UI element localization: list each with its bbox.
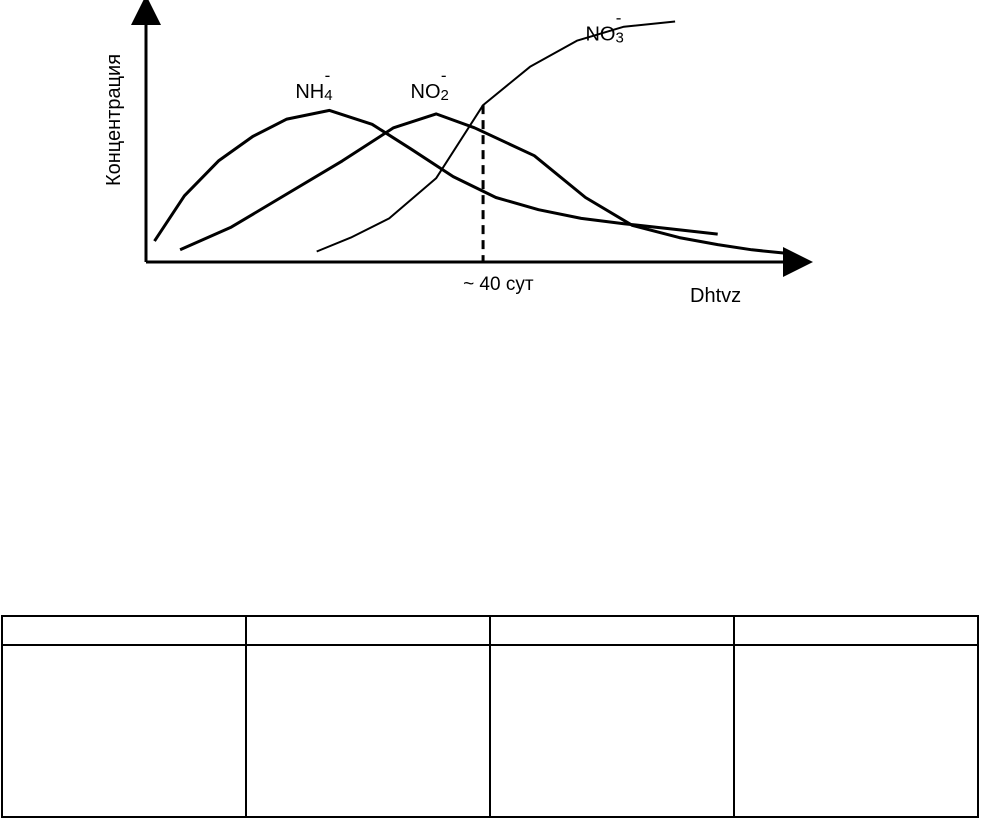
series-label-base: NO xyxy=(585,24,615,46)
series-label-no3: NO3- xyxy=(585,9,623,47)
series-label-text: NO3 xyxy=(585,24,623,47)
series-label-sup: - xyxy=(441,66,447,85)
series-label-sub: 3 xyxy=(615,30,623,47)
series-label-sub: 2 xyxy=(441,87,449,104)
x-axis-label: Dhtvz xyxy=(690,285,741,307)
y-axis-label: Концентрация xyxy=(103,54,125,186)
series-line-no2 xyxy=(179,112,787,255)
table-cell xyxy=(1,644,247,818)
table-cell xyxy=(489,644,735,818)
series-label-nh4: NH4- xyxy=(295,66,332,104)
series-label-base: NO xyxy=(411,81,441,103)
table-header-row xyxy=(1,615,979,646)
empty-table xyxy=(1,615,979,818)
table-cell xyxy=(1,615,247,646)
series-label-base: NH xyxy=(295,81,324,103)
table-cell xyxy=(245,615,491,646)
series-layer xyxy=(153,20,787,255)
x-marker-label: ~ 40 сут xyxy=(463,274,534,295)
table-cell xyxy=(733,644,979,818)
table-cell xyxy=(733,615,979,646)
table-row xyxy=(1,644,979,818)
table-cell xyxy=(245,644,491,818)
table-cell xyxy=(489,615,735,646)
series-label-sup: - xyxy=(616,9,622,28)
series-line-no3 xyxy=(316,20,676,253)
series-label-sub: 4 xyxy=(324,87,332,104)
series-label-text: NH4 xyxy=(295,81,332,104)
series-label-text: NO2 xyxy=(411,81,449,104)
series-labels: NH4-NO2-NO3- xyxy=(295,9,623,105)
series-label-no2: NO2- xyxy=(411,66,449,104)
concentration-chart: ~ 40 сут Концентрация Dhtvz NH4-NO2-NO3- xyxy=(103,0,813,307)
series-line-nh4 xyxy=(153,108,718,242)
series-label-sup: - xyxy=(325,66,331,85)
